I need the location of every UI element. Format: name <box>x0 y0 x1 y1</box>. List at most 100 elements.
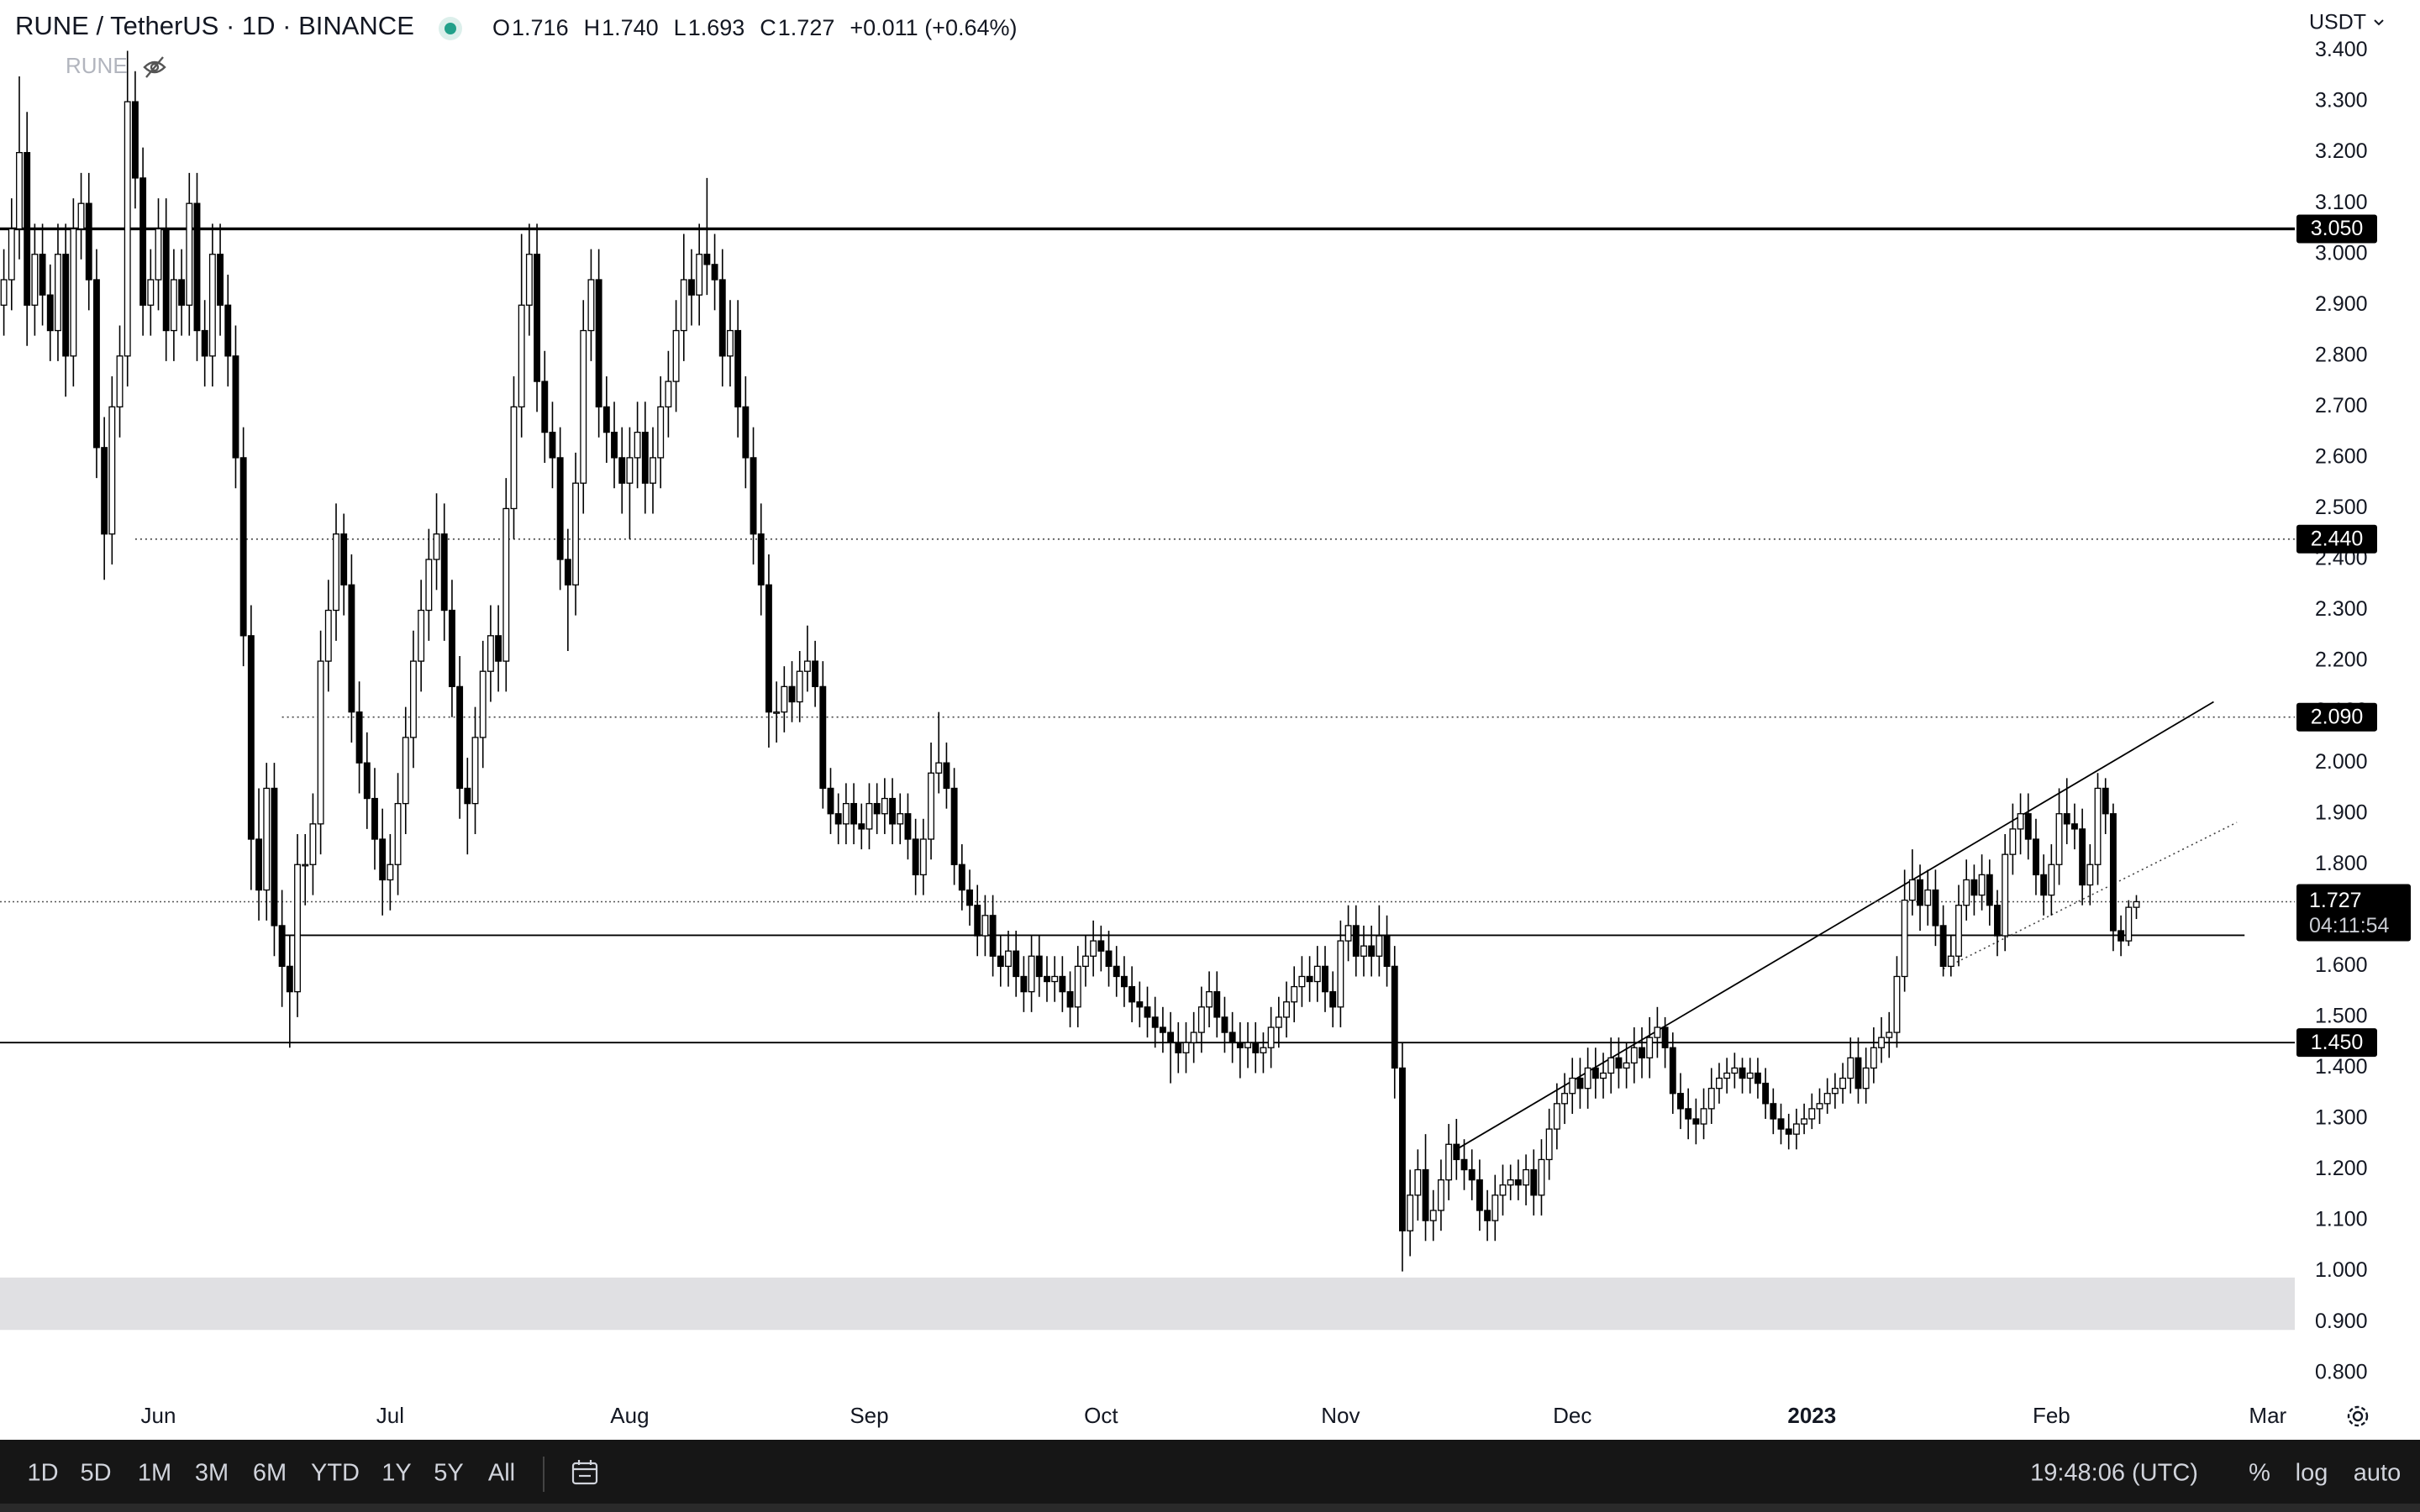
candle-body <box>464 787 471 805</box>
candle-body <box>1035 955 1043 978</box>
candle-body <box>672 329 680 382</box>
scale-option[interactable]: log <box>2296 1460 2328 1487</box>
y-tick-label: 2.800 <box>2315 343 2368 366</box>
candle-body <box>611 431 618 459</box>
candle-body <box>255 838 262 891</box>
range-button[interactable]: 1M <box>138 1460 171 1487</box>
bottom-toolbar <box>0 1440 2420 1512</box>
candle-body <box>131 101 139 179</box>
candle-body <box>2033 838 2039 876</box>
clock[interactable]: 19:48:06 (UTC) <box>2030 1460 2198 1487</box>
range-button[interactable]: 6M <box>253 1460 287 1487</box>
range-button[interactable]: 5D <box>80 1460 111 1487</box>
candle-body <box>1955 905 1962 957</box>
symbol-title[interactable]: RUNE / TetherUS · 1D · BINANCE <box>15 11 414 40</box>
range-button[interactable]: All <box>488 1460 515 1487</box>
candle-body <box>1213 990 1221 1018</box>
candle-body <box>587 279 595 332</box>
y-tick-label: 3.200 <box>2315 139 2368 163</box>
range-button[interactable]: 3M <box>195 1460 229 1487</box>
candle-body <box>263 787 271 891</box>
candle-body <box>1360 945 1367 957</box>
candle-body <box>1731 1067 1739 1074</box>
range-button[interactable]: 1Y <box>381 1460 411 1487</box>
candle-body <box>1530 1168 1538 1196</box>
range-button[interactable]: 5Y <box>434 1460 463 1487</box>
candle-body <box>626 457 634 484</box>
candle-body <box>1244 1042 1251 1048</box>
candle-body <box>186 202 193 306</box>
candle-body <box>727 329 734 357</box>
candle-body <box>1159 1026 1166 1033</box>
indicator-name[interactable]: RUNE <box>66 53 128 78</box>
currency-label[interactable]: USDT <box>2309 11 2366 34</box>
candle-body <box>55 254 61 332</box>
candle-body <box>928 772 934 840</box>
candle-body <box>502 507 510 662</box>
candle-body <box>819 685 827 790</box>
candle-body <box>734 329 742 408</box>
candle-body <box>966 889 973 906</box>
candle-body <box>309 823 317 865</box>
candle-body <box>108 406 116 535</box>
candle-body <box>31 254 39 306</box>
candle-body <box>479 670 487 738</box>
y-tick-label: 2.900 <box>2315 292 2368 316</box>
candle-body <box>1190 1032 1197 1043</box>
range-button[interactable]: 1D <box>27 1460 58 1487</box>
candle-body <box>24 151 31 306</box>
candle-body <box>85 202 92 281</box>
eye-hidden-icon[interactable] <box>143 56 166 78</box>
candle-body <box>703 254 711 265</box>
candle-body <box>781 685 788 713</box>
candle-body <box>1762 1082 1770 1105</box>
candle-body <box>1197 1006 1205 1033</box>
candle-body <box>1151 1016 1159 1028</box>
candle-body <box>355 711 363 764</box>
candle-body <box>217 254 224 306</box>
candle-body <box>873 802 881 815</box>
toolbar-edge <box>0 1504 2420 1512</box>
candle-body <box>2086 864 2094 886</box>
candle-body <box>2002 853 2009 937</box>
candle-body <box>39 254 46 296</box>
candle-body <box>1615 1057 1623 1069</box>
ohlc-legend: O1.716 H1.740 L1.693 C1.727 +0.011 (+0.64%) <box>492 15 1018 40</box>
y-tick-label: 1.800 <box>2315 852 2368 875</box>
candle-body <box>1228 1032 1236 1043</box>
candle-body <box>858 823 865 830</box>
candle-body <box>2055 813 2063 865</box>
date-range-icon[interactable] <box>571 1460 598 1485</box>
candle-body <box>178 279 186 306</box>
candle-body <box>1661 1026 1669 1048</box>
level-price-box <box>2296 1028 2377 1058</box>
y-tick-label: 3.400 <box>2315 38 2368 61</box>
x-tick-label: Nov <box>1321 1403 1360 1428</box>
x-tick-label: Oct <box>1084 1403 1118 1428</box>
candle-body <box>1553 1103 1560 1130</box>
scale-option[interactable]: % <box>2249 1460 2270 1487</box>
candle-body <box>16 151 23 230</box>
candle-body <box>1407 1194 1414 1231</box>
candle-body <box>1685 1108 1692 1120</box>
range-button[interactable]: YTD <box>311 1460 360 1487</box>
candle-body <box>549 431 556 459</box>
candle-body <box>1924 889 1932 906</box>
candle-body <box>1677 1093 1684 1110</box>
candle-body <box>1090 940 1097 957</box>
candle-body <box>1723 1072 1731 1079</box>
candle-body <box>935 762 943 774</box>
level-price-box <box>2296 214 2377 244</box>
candle-body <box>534 254 541 382</box>
status-dot <box>445 23 456 34</box>
candle-body <box>155 228 162 281</box>
trend-line <box>1943 822 2238 970</box>
candle-body <box>1917 879 1923 906</box>
scale-option[interactable]: auto <box>2354 1460 2401 1487</box>
x-tick-label: Mar <box>2249 1403 2286 1428</box>
candle-body <box>827 787 834 815</box>
candle-body <box>1523 1168 1530 1186</box>
candle-body <box>1013 950 1020 978</box>
settings-icon[interactable] <box>2347 1405 2369 1427</box>
candle-body <box>1746 1072 1754 1079</box>
